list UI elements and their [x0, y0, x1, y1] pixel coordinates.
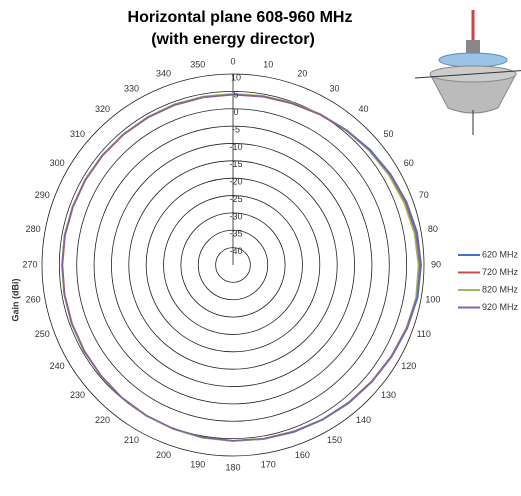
angle-label: 320	[95, 104, 110, 114]
angle-label: 280	[26, 224, 41, 234]
angle-label: 130	[381, 390, 396, 400]
series-line	[61, 93, 421, 442]
chart-title: Horizontal plane 608-960 MHz	[128, 9, 353, 26]
r-tick-label: 0	[233, 107, 238, 117]
angle-label: 190	[190, 459, 205, 469]
legend-label: 620 MHz	[482, 249, 519, 259]
angle-label: 290	[35, 190, 50, 200]
angle-label: 40	[358, 104, 368, 114]
angle-label: 260	[26, 295, 41, 305]
r-tick-label: -40	[229, 246, 242, 256]
angle-label: 30	[329, 84, 339, 94]
r-tick-label: -20	[229, 177, 242, 187]
angle-label: 0	[230, 56, 235, 66]
angle-label: 20	[297, 69, 307, 79]
angle-label: 80	[428, 224, 438, 234]
angle-label: 180	[225, 462, 240, 472]
angle-label: 200	[156, 450, 171, 460]
chart-subtitle: (with energy director)	[151, 31, 315, 48]
angle-label: 330	[124, 84, 139, 94]
angle-label: 150	[327, 435, 342, 445]
angle-label: 120	[401, 361, 416, 371]
axis-label: Gain (dBi)	[10, 279, 20, 322]
r-tick-label: -30	[229, 211, 242, 221]
legend-label: 820 MHz	[482, 284, 519, 294]
angle-label: 90	[431, 259, 441, 269]
legend-label: 720 MHz	[482, 267, 519, 277]
r-tick-label: -35	[229, 229, 242, 239]
angle-label: 240	[50, 361, 65, 371]
angle-label: 160	[295, 450, 310, 460]
r-tick-label: 10	[231, 72, 241, 82]
angle-label: 70	[419, 190, 429, 200]
angle-label: 10	[263, 59, 273, 69]
angle-label: 110	[417, 329, 431, 339]
legend-label: 920 MHz	[482, 302, 519, 312]
r-tick-label: 5	[233, 90, 238, 100]
angle-label: 210	[124, 435, 139, 445]
antenna-icon	[414, 10, 521, 135]
r-tick-label: -5	[232, 124, 240, 134]
angle-label: 50	[383, 129, 393, 139]
r-tick-label: -10	[229, 142, 242, 152]
angle-label: 230	[70, 390, 85, 400]
r-tick-label: -25	[229, 194, 242, 204]
angle-label: 60	[404, 158, 414, 168]
angle-label: 140	[356, 415, 371, 425]
angle-label: 250	[35, 329, 50, 339]
angle-label: 100	[425, 295, 440, 305]
angle-label: 300	[50, 158, 65, 168]
angle-label: 350	[190, 59, 205, 69]
angle-label: 340	[156, 69, 171, 79]
angle-label: 270	[22, 259, 37, 269]
r-tick-label: -15	[229, 159, 242, 169]
angle-label: 220	[95, 415, 110, 425]
angle-label: 170	[261, 459, 276, 469]
angle-label: 310	[70, 129, 85, 139]
